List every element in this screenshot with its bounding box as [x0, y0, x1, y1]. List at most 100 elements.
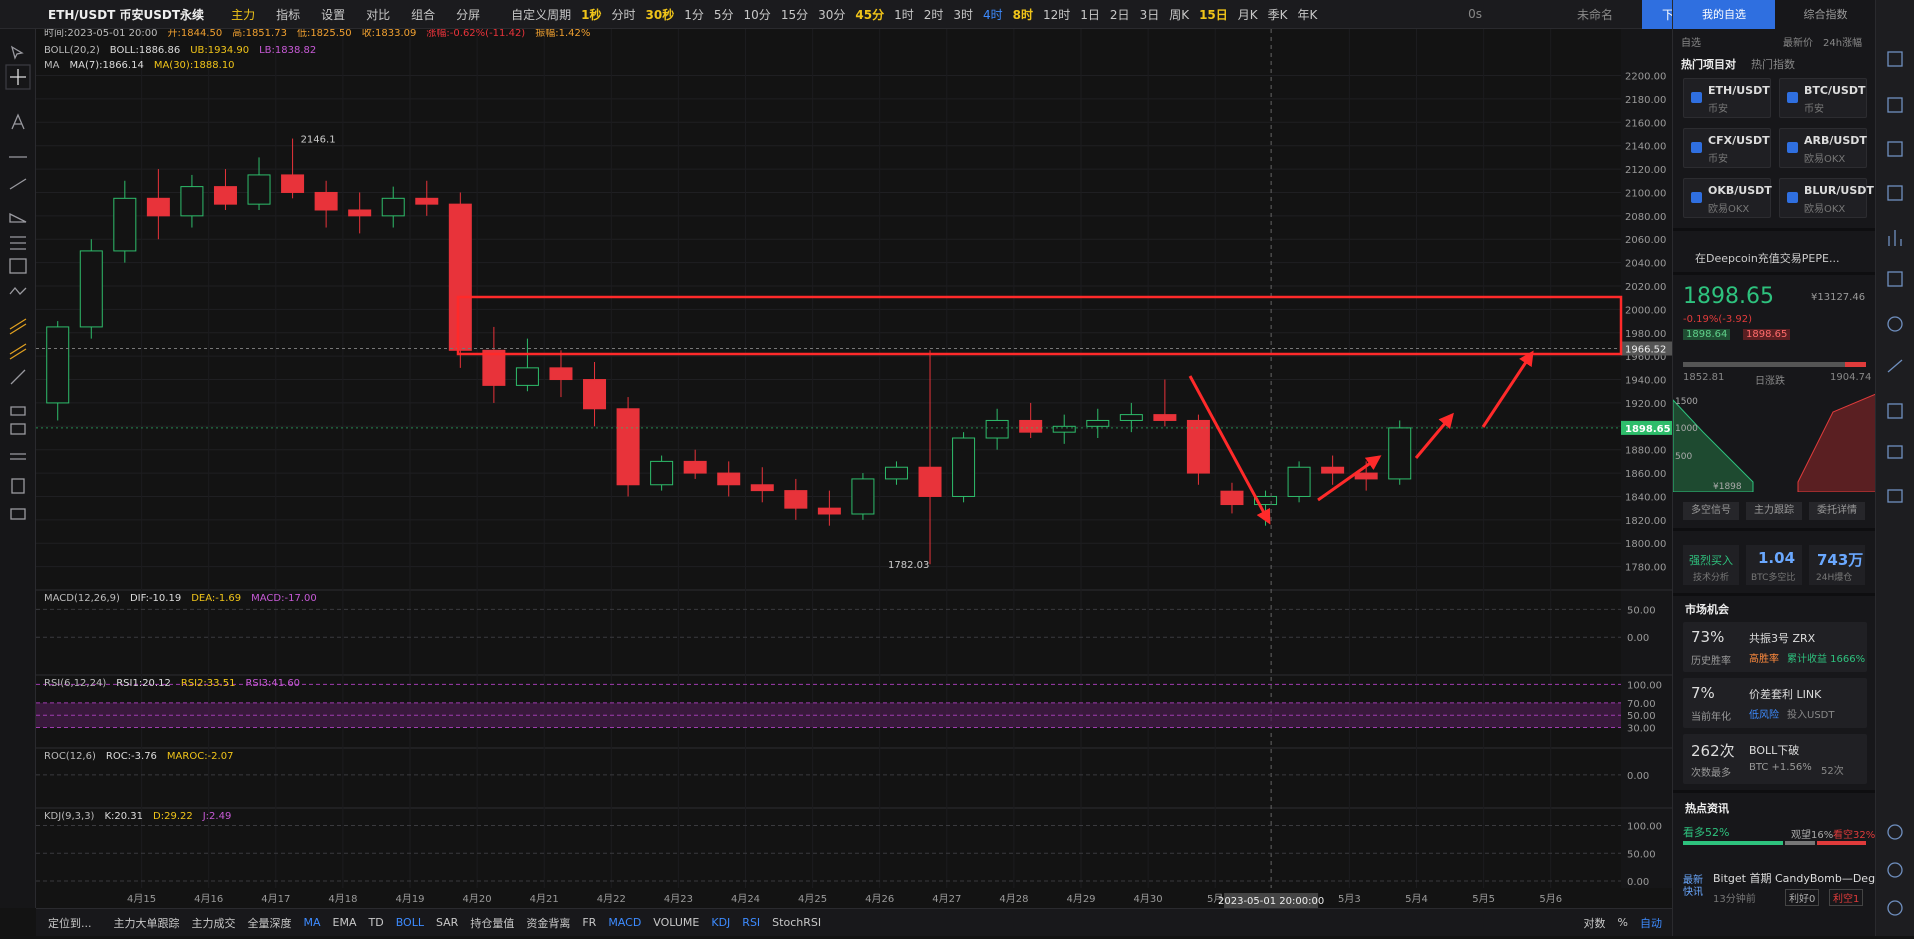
- vote[interactable]: 利空1: [1829, 889, 1864, 906]
- pair-card[interactable]: CFX/USDT 币安: [1683, 128, 1771, 168]
- indicator-toggle[interactable]: 主力成交: [191, 916, 236, 930]
- toolbar-tab[interactable]: 组合: [411, 7, 436, 22]
- period[interactable]: 月K: [1237, 7, 1258, 22]
- notice[interactable]: 在Deepcoin充值交易PEPE...: [1695, 252, 1840, 265]
- period[interactable]: 分时: [611, 7, 636, 22]
- checkbox[interactable]: [1691, 192, 1702, 203]
- hot-tab[interactable]: 热门项目对: [1681, 58, 1736, 71]
- indicator-toggle[interactable]: VOLUME: [653, 916, 700, 929]
- period[interactable]: 4时: [983, 7, 1003, 22]
- indicator-toggle[interactable]: 持仓量值: [470, 916, 515, 930]
- opportunity[interactable]: 73% 历史胜率 共振3号 ZRX 高胜率 累计收益 1666%: [1683, 622, 1867, 672]
- indicator-toggle[interactable]: 全量深度: [247, 916, 292, 930]
- ma-info: MA(7):1866.14: [69, 60, 143, 71]
- pair-card[interactable]: OKB/USDT 欧易OKX: [1683, 178, 1772, 218]
- price-tick-label: 1780.00: [1625, 563, 1666, 574]
- ohlc-info: 高:1851.73: [232, 29, 287, 39]
- symbol[interactable]: ETH/USDT 币安USDT永续: [48, 7, 205, 22]
- kline-chart[interactable]: 2200.00 2180.00 2160.00 2140.00 2120.00 2100.…: [36, 29, 1672, 908]
- price-axis-bg: [1621, 29, 1672, 888]
- candle-body: [1388, 427, 1412, 480]
- toolbar-tab[interactable]: 主力: [231, 7, 256, 22]
- toolbar-tab[interactable]: 分屏: [456, 7, 481, 22]
- checkbox[interactable]: [1787, 142, 1798, 153]
- opportunity[interactable]: 7% 当前年化 价差套利 LINK 低风险 投入USDT: [1683, 678, 1867, 728]
- period[interactable]: 1分: [684, 7, 704, 22]
- vote[interactable]: 利好0: [1785, 889, 1820, 906]
- candle-body: [213, 186, 237, 205]
- toolbar-tab[interactable]: 设置: [321, 7, 346, 22]
- period[interactable]: 5分: [713, 7, 734, 22]
- exchange: 欧易OKX: [1708, 204, 1750, 215]
- indicator-toggle[interactable]: KDJ: [711, 916, 731, 929]
- indicator-toggle[interactable]: EMA: [332, 916, 357, 929]
- indicator-toggle[interactable]: FR: [582, 916, 597, 929]
- toolbar-tab[interactable]: 对比: [366, 7, 391, 22]
- hot-tab[interactable]: 热门指数: [1751, 58, 1795, 71]
- stat-box: [1746, 545, 1802, 585]
- period[interactable]: 季K: [1267, 7, 1288, 22]
- period[interactable]: 2日: [1109, 7, 1130, 22]
- indicator-toggle[interactable]: TD: [368, 916, 384, 929]
- low-label: 1782.03: [888, 560, 929, 571]
- divider: [1673, 228, 1876, 231]
- indicator-toggle[interactable]: StochRSI: [772, 916, 822, 929]
- period[interactable]: 周K: [1169, 7, 1190, 22]
- checkbox[interactable]: [1787, 92, 1798, 103]
- button[interactable]: 主力跟踪: [1746, 502, 1802, 520]
- axis-option[interactable]: 对数: [1583, 916, 1606, 930]
- user[interactable]: 未命名: [1576, 7, 1613, 22]
- period[interactable]: 2时: [923, 7, 944, 22]
- axis-option[interactable]: 自动: [1640, 916, 1662, 930]
- period[interactable]: 30秒: [645, 7, 675, 22]
- panel-info: ROC:-3.76: [106, 751, 157, 762]
- price-tick-label: 2120.00: [1625, 165, 1666, 176]
- checkbox[interactable]: [1691, 92, 1702, 103]
- period[interactable]: 12时: [1043, 7, 1071, 22]
- date-label: 4月19: [395, 893, 424, 905]
- price-tick-label: 2100.00: [1625, 188, 1666, 199]
- exchange: 币安: [1804, 104, 1824, 115]
- button[interactable]: 委托详情: [1809, 502, 1865, 520]
- toolbar-tab[interactable]: 指标: [276, 7, 301, 22]
- period[interactable]: 年K: [1297, 7, 1318, 22]
- pair-card[interactable]: BLUR/USDT 欧易OKX: [1779, 178, 1874, 218]
- candle-body: [146, 197, 170, 217]
- period[interactable]: 1秒: [581, 7, 602, 22]
- sentiment: 观望16%: [1791, 830, 1834, 841]
- period[interactable]: 1日: [1080, 7, 1100, 22]
- indicator-toggle[interactable]: 资金背离: [526, 916, 571, 930]
- range-bar-fill: [1845, 362, 1866, 367]
- indicator-toggle[interactable]: 主力大单跟踪: [113, 916, 180, 930]
- period[interactable]: 8时: [1012, 7, 1033, 22]
- pair-card[interactable]: BTC/USDT 币安: [1779, 78, 1867, 118]
- axis-option[interactable]: %: [1617, 916, 1628, 929]
- period[interactable]: 3日: [1139, 7, 1160, 22]
- indicator-toggle[interactable]: SAR: [435, 916, 459, 929]
- tab[interactable]: 综合指数: [1803, 8, 1848, 21]
- period[interactable]: 30分: [818, 7, 846, 22]
- pair-card[interactable]: ARB/USDT 欧易OKX: [1779, 128, 1867, 168]
- checkbox[interactable]: [1691, 142, 1702, 153]
- period-label[interactable]: 自定义周期: [511, 7, 572, 22]
- opportunity[interactable]: 262次 次数最多 BOLL下破 BTC +1.56% 52次: [1683, 734, 1867, 784]
- indicator-toggle[interactable]: BOLL: [395, 916, 424, 929]
- button[interactable]: 多空信号: [1683, 502, 1739, 520]
- period[interactable]: 1时: [894, 7, 914, 22]
- news-headline[interactable]: Bitget 首期 CandyBomb—Degi...: [1713, 872, 1889, 885]
- period[interactable]: 3时: [953, 7, 973, 22]
- indicator-toggle[interactable]: MACD: [608, 916, 642, 929]
- period[interactable]: 10分: [743, 7, 771, 22]
- locate[interactable]: 定位到...: [48, 916, 92, 930]
- list-head[interactable]: 自选: [1681, 38, 1701, 49]
- period[interactable]: 15分: [780, 7, 809, 22]
- period[interactable]: 45分: [855, 7, 885, 22]
- checkbox[interactable]: [1787, 192, 1798, 203]
- pair-card[interactable]: ETH/USDT 币安: [1683, 78, 1771, 118]
- period[interactable]: 15日: [1199, 7, 1228, 22]
- indicator-toggle[interactable]: RSI: [742, 916, 761, 929]
- section-title: 市场机会: [1685, 603, 1729, 616]
- indicator-toggle[interactable]: MA: [303, 916, 321, 929]
- tab[interactable]: 我的自选: [1673, 0, 1775, 29]
